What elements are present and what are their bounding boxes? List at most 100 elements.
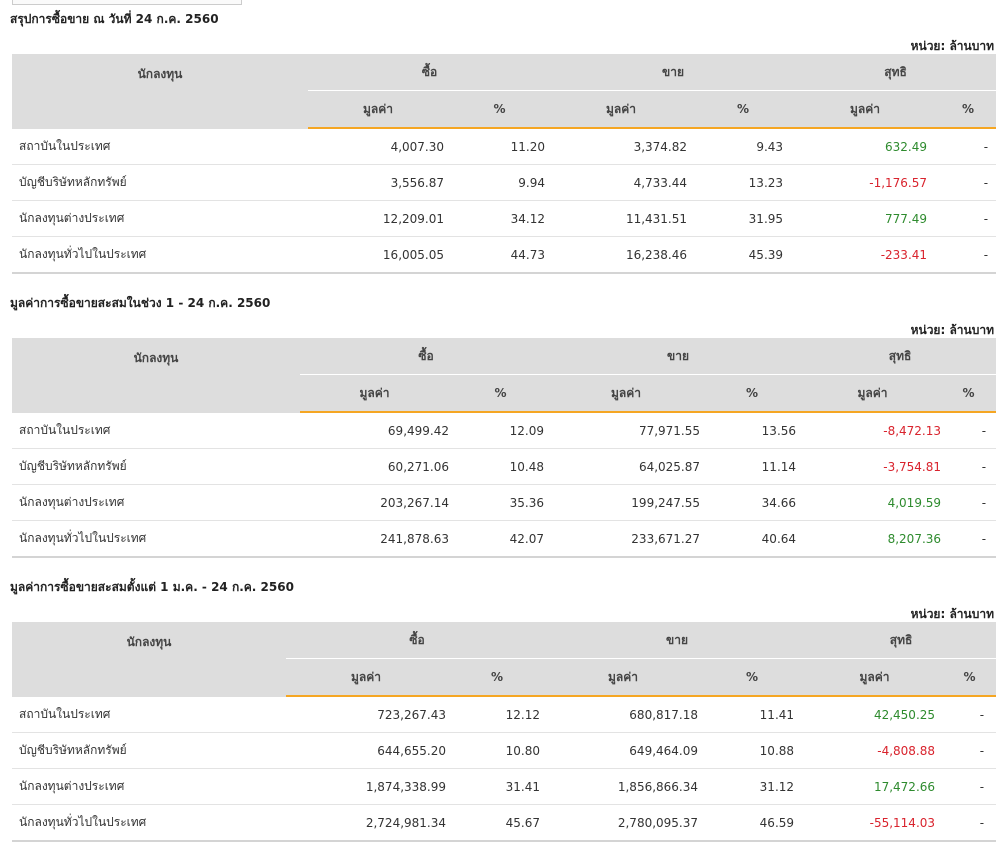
header-net-percent: % [935, 90, 997, 129]
header-buy: ซื้อ [286, 622, 549, 659]
header-buy-percent: % [446, 658, 549, 697]
header-sell: ขาย [551, 54, 796, 91]
sell-value: 11,431.51 [551, 200, 692, 237]
header-sell-value: มูลค่า [551, 90, 692, 129]
sell-value: 649,464.09 [548, 732, 699, 769]
net-value: 8,207.36 [804, 520, 942, 558]
net-percent: - [943, 768, 997, 805]
table-row: สถาบันในประเทศ 4,007.30 11.20 3,374.82 9… [12, 128, 997, 165]
header-sell-percent: % [698, 658, 807, 697]
table-row: บัญชีบริษัทหลักทรัพย์ 60,271.06 10.48 64… [12, 448, 997, 485]
header-net-percent: % [943, 658, 997, 697]
net-value: 17,472.66 [806, 768, 944, 805]
summary-table: นักลงทุน ซื้อ ขาย สุทธิ มูลค่า % มูลค่า … [12, 622, 997, 842]
header-net-value: มูลค่า [806, 658, 944, 697]
header-sell: ขาย [552, 338, 805, 375]
unit-label: หน่วย: ล้านบาท [910, 39, 994, 53]
sell-percent: 9.43 [691, 128, 796, 165]
table-row: บัญชีบริษัทหลักทรัพย์ 3,556.87 9.94 4,73… [12, 164, 997, 201]
table-row: นักลงทุนต่างประเทศ 12,209.01 34.12 11,43… [12, 200, 997, 237]
buy-value: 12,209.01 [308, 200, 448, 237]
sell-value: 680,817.18 [548, 696, 699, 733]
investor-name: สถาบันในประเทศ [12, 696, 286, 733]
sell-value: 77,971.55 [552, 412, 701, 449]
buy-percent: 12.12 [446, 696, 549, 733]
sell-percent: 45.39 [691, 236, 796, 274]
header-net-percent: % [941, 374, 997, 413]
header-sell-percent: % [691, 90, 796, 129]
summary-table: นักลงทุน ซื้อ ขาย สุทธิ มูลค่า % มูลค่า … [12, 54, 997, 274]
header-sell-value: มูลค่า [552, 374, 701, 413]
buy-percent: 35.36 [449, 484, 553, 521]
header-sell-value: มูลค่า [548, 658, 699, 697]
buy-value: 4,007.30 [308, 128, 448, 165]
net-percent: - [935, 164, 997, 201]
buy-percent: 11.20 [448, 128, 552, 165]
buy-value: 60,271.06 [300, 448, 449, 485]
sell-value: 1,856,866.34 [548, 768, 699, 805]
net-value: 632.49 [795, 128, 936, 165]
buy-percent: 31.41 [446, 768, 549, 805]
sell-percent: 13.56 [700, 412, 805, 449]
net-value: 42,450.25 [806, 696, 944, 733]
buy-percent: 10.80 [446, 732, 549, 769]
sell-percent: 46.59 [698, 804, 807, 842]
sell-percent: 31.95 [691, 200, 796, 237]
buy-percent: 10.48 [449, 448, 553, 485]
investor-name: บัญชีบริษัทหลักทรัพย์ [12, 732, 286, 769]
buy-value: 644,655.20 [286, 732, 446, 769]
sell-percent: 13.23 [691, 164, 796, 201]
buy-percent: 45.67 [446, 804, 549, 842]
header-buy-percent: % [448, 90, 552, 129]
net-value: 777.49 [795, 200, 936, 237]
net-percent: - [941, 520, 997, 558]
net-value: -233.41 [795, 236, 936, 274]
investor-name: บัญชีบริษัทหลักทรัพย์ [12, 164, 308, 201]
header-net: สุทธิ [804, 338, 997, 375]
table-row: นักลงทุนทั่วไปในประเทศ 2,724,981.34 45.6… [12, 804, 997, 842]
header-net-value: มูลค่า [795, 90, 936, 129]
sell-percent: 11.41 [698, 696, 807, 733]
summary-table: นักลงทุน ซื้อ ขาย สุทธิ มูลค่า % มูลค่า … [12, 338, 997, 558]
net-value: -4,808.88 [806, 732, 944, 769]
buy-percent: 42.07 [449, 520, 553, 558]
table-row: บัญชีบริษัทหลักทรัพย์ 644,655.20 10.80 6… [12, 732, 997, 769]
net-percent: - [935, 236, 997, 274]
net-value: 4,019.59 [804, 484, 942, 521]
section-title: สรุปการซื้อขาย ณ วันที่ 24 ก.ค. 2560 [10, 12, 219, 26]
sell-percent: 40.64 [700, 520, 805, 558]
header-net-value: มูลค่า [804, 374, 942, 413]
buy-value: 723,267.43 [286, 696, 446, 733]
header-investor: นักลงทุน [12, 54, 308, 129]
net-percent: - [935, 128, 997, 165]
sell-value: 4,733.44 [551, 164, 692, 201]
table-row: นักลงทุนทั่วไปในประเทศ 16,005.05 44.73 1… [12, 236, 997, 274]
sell-percent: 34.66 [700, 484, 805, 521]
unit-label: หน่วย: ล้านบาท [910, 323, 994, 337]
header-buy-percent: % [449, 374, 553, 413]
investor-name: นักลงทุนต่างประเทศ [12, 768, 286, 805]
sell-percent: 11.14 [700, 448, 805, 485]
buy-percent: 12.09 [449, 412, 553, 449]
investor-name: สถาบันในประเทศ [12, 412, 300, 449]
tab-stub [12, 0, 242, 5]
buy-value: 69,499.42 [300, 412, 449, 449]
net-percent: - [943, 696, 997, 733]
net-value: -8,472.13 [804, 412, 942, 449]
net-value: -1,176.57 [795, 164, 936, 201]
buy-value: 3,556.87 [308, 164, 448, 201]
net-percent: - [941, 484, 997, 521]
table-row: สถาบันในประเทศ 723,267.43 12.12 680,817.… [12, 696, 997, 733]
section-title: มูลค่าการซื้อขายสะสมตั้งแต่ 1 ม.ค. - 24 … [10, 580, 294, 594]
sell-percent: 31.12 [698, 768, 807, 805]
buy-value: 2,724,981.34 [286, 804, 446, 842]
sell-value: 233,671.27 [552, 520, 701, 558]
header-net: สุทธิ [806, 622, 997, 659]
sell-value: 64,025.87 [552, 448, 701, 485]
sell-percent: 10.88 [698, 732, 807, 769]
header-buy: ซื้อ [300, 338, 553, 375]
unit-label: หน่วย: ล้านบาท [910, 607, 994, 621]
section-title: มูลค่าการซื้อขายสะสมในช่วง 1 - 24 ก.ค. 2… [10, 296, 271, 310]
header-buy-value: มูลค่า [300, 374, 449, 413]
investor-name: บัญชีบริษัทหลักทรัพย์ [12, 448, 300, 485]
